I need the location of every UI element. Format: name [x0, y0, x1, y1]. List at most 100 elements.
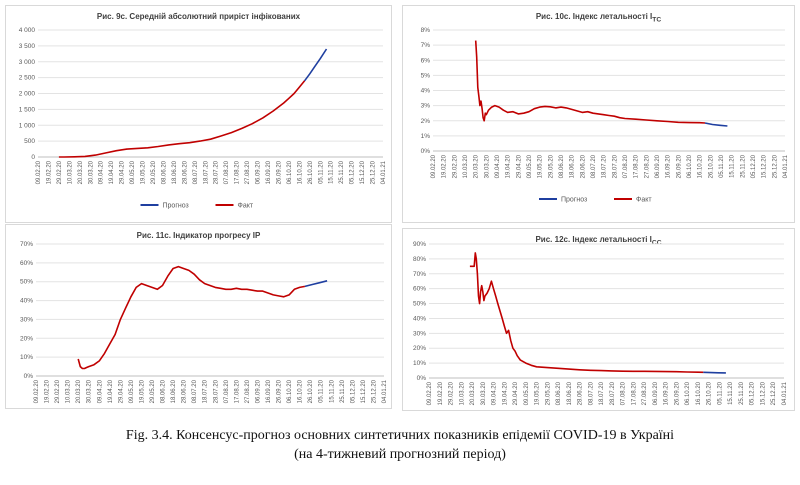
x-tick-label: 10.03.20: [67, 160, 73, 184]
y-tick-label: 40%: [20, 298, 33, 305]
x-tick-label: 04.01.21: [783, 154, 789, 178]
x-tick-label: 25.12.20: [771, 381, 777, 405]
y-tick-label: 60%: [413, 286, 426, 293]
x-tick-label: 16.10.20: [298, 379, 304, 403]
y-tick-label: 8%: [421, 27, 431, 34]
x-tick-label: 05.11.20: [318, 160, 324, 184]
legend-label-fact: Факт: [238, 203, 254, 210]
x-tick-label: 08.06.20: [559, 154, 565, 178]
x-tick-label: 29.05.20: [151, 160, 157, 184]
y-tick-label: 40%: [413, 315, 426, 322]
y-tick-label: 30%: [413, 330, 426, 337]
x-tick-label: 19.04.20: [108, 379, 114, 403]
x-tick-label: 06.09.20: [653, 381, 659, 405]
series-line-forecast: [304, 280, 328, 288]
x-tick-label: 30.03.20: [481, 381, 487, 405]
x-tick-label: 06.10.20: [687, 154, 693, 178]
x-tick-label: 06.10.20: [287, 160, 293, 184]
x-tick-label: 29.04.20: [118, 379, 124, 403]
x-tick-label: 29.04.20: [513, 381, 519, 405]
x-tick-label: 19.02.20: [442, 154, 448, 178]
x-tick-label: 19.05.20: [538, 154, 544, 178]
y-tick-label: 80%: [413, 256, 426, 263]
legend-label-forecast: Прогноз: [163, 203, 189, 210]
y-tick-label: 3 000: [19, 59, 36, 66]
x-tick-label: 16.09.20: [266, 160, 272, 184]
x-tick-label: 04.01.21: [381, 160, 387, 184]
x-tick-label: 30.03.20: [87, 379, 93, 403]
series-line-fact: [58, 80, 306, 158]
x-tick-label: 20.03.20: [474, 154, 480, 178]
x-tick-label: 09.04.20: [99, 160, 105, 184]
x-tick-label: 08.07.20: [192, 379, 198, 403]
x-tick-label: 27.08.20: [644, 154, 650, 178]
x-tick-label: 29.05.20: [545, 381, 551, 405]
x-tick-label: 06.10.20: [287, 379, 293, 403]
x-tick-label: 25.11.20: [340, 379, 346, 403]
x-tick-label: 17.08.20: [631, 381, 637, 405]
y-tick-label: 2 500: [19, 75, 36, 82]
chart-title-12c: Рис. 12с. Індекс летальності ICC: [535, 235, 662, 247]
y-tick-label: 50%: [20, 279, 33, 286]
x-tick-label: 09.05.20: [527, 154, 533, 178]
x-tick-label: 28.07.20: [213, 379, 219, 403]
x-tick-label: 16.10.20: [698, 154, 704, 178]
x-tick-label: 05.11.20: [319, 379, 325, 403]
x-tick-label: 20.03.20: [470, 381, 476, 405]
x-tick-label: 15.12.20: [760, 381, 766, 405]
x-tick-label: 28.06.20: [182, 160, 188, 184]
y-tick-label: 4%: [421, 88, 431, 95]
x-tick-label: 27.08.20: [245, 160, 251, 184]
x-tick-label: 30.03.20: [88, 160, 94, 184]
figure-caption-line1: Fig. 3.4. Консенсус-прогноз основних син…: [125, 428, 675, 443]
x-tick-label: 26.09.20: [277, 379, 283, 403]
y-tick-label: 0%: [417, 375, 427, 382]
x-tick-label: 05.11.20: [719, 154, 725, 178]
y-tick-label: 50%: [413, 301, 426, 308]
x-tick-label: 28.06.20: [182, 379, 188, 403]
x-tick-label: 26.09.20: [276, 160, 282, 184]
x-tick-label: 15.12.20: [360, 160, 366, 184]
y-tick-label: 4 000: [19, 27, 36, 34]
x-tick-label: 18.07.20: [203, 379, 209, 403]
y-tick-label: 1 000: [19, 122, 36, 129]
x-tick-label: 25.11.20: [739, 381, 745, 405]
x-tick-label: 05.12.20: [751, 154, 757, 178]
series-line-fact: [77, 265, 306, 370]
chart-9c: 0 500 1 000 1 500 2 000 2 500 3 000 3 500 4 000 0…: [19, 27, 387, 210]
y-tick-label: 60%: [20, 260, 33, 267]
x-tick-label: 25.11.20: [740, 154, 746, 178]
x-tick-label: 09.02.20: [36, 160, 42, 184]
x-tick-label: 20.03.20: [78, 160, 84, 184]
x-tick-label: 15.12.20: [361, 379, 367, 403]
x-tick-label: 15.12.20: [762, 154, 768, 178]
x-tick-label: 19.05.20: [139, 379, 145, 403]
x-tick-label: 05.11.20: [717, 381, 723, 405]
y-tick-label: 0%: [24, 373, 34, 380]
chart-11c: 0% 10% 20% 30% 40% 50% 60% 70% 09.02.20 19.02.20 2…: [20, 241, 388, 403]
x-tick-label: 26.09.20: [676, 154, 682, 178]
x-tick-label: 18.06.20: [171, 379, 177, 403]
x-tick-label: 18.06.20: [570, 154, 576, 178]
x-tick-label: 09.04.20: [97, 379, 103, 403]
y-tick-label: 20%: [20, 335, 33, 342]
y-tick-label: 30%: [20, 316, 33, 323]
x-tick-label: 08.06.20: [556, 381, 562, 405]
x-tick-label: 29.04.20: [120, 160, 126, 184]
x-tick-label: 26.10.20: [708, 154, 714, 178]
x-tick-label: 16.09.20: [664, 381, 670, 405]
x-tick-label: 18.06.20: [567, 381, 573, 405]
y-tick-label: 70%: [413, 271, 426, 278]
x-tick-label: 09.02.20: [431, 154, 437, 178]
y-tick-label: 0%: [421, 148, 431, 155]
chart-panel-12c: Рис. 12с. Індекс летальності ICC 0% 10% 20…: [402, 228, 795, 411]
y-tick-label: 500: [24, 138, 35, 145]
series-line-forecast: [303, 48, 328, 82]
chart-title-9c: Рис. 9с. Середній абсолютний приріст інф…: [96, 12, 301, 21]
x-tick-label: 25.12.20: [371, 379, 377, 403]
x-tick-label: 08.07.20: [588, 381, 594, 405]
x-tick-label: 28.07.20: [214, 160, 220, 184]
x-tick-label: 09.02.20: [427, 381, 433, 405]
x-tick-label: 26.10.20: [308, 379, 314, 403]
x-tick-label: 15.11.20: [329, 379, 335, 403]
